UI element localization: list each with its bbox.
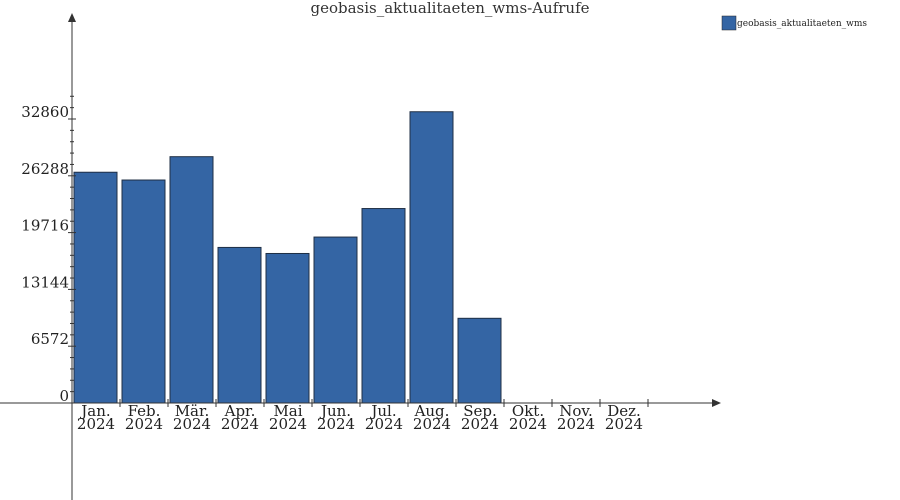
x-tick-label-year: 2024 [509, 415, 547, 433]
x-tick-label-year: 2024 [605, 415, 643, 433]
x-tick-label-year: 2024 [365, 415, 403, 433]
chart-title: geobasis_aktualitaeten_wms-Aufrufe [310, 0, 589, 17]
x-tick-label-month: Nov. [559, 402, 593, 420]
bar-apr [217, 246, 262, 404]
x-tick-label-year: 2024 [461, 415, 499, 433]
y-tick-label: 26288 [21, 160, 69, 178]
bars-group [73, 111, 502, 404]
x-tick-label-month: Jun. [319, 402, 351, 420]
y-tick-label: 19716 [21, 217, 69, 235]
x-tick-label-year: 2024 [173, 415, 211, 433]
bar-feb [121, 179, 166, 404]
bar-mär [169, 156, 214, 404]
x-tick-label-year: 2024 [413, 415, 451, 433]
y-tick-label: 6572 [31, 330, 69, 348]
x-ticks-group: Jan.2024Feb.2024Mär.2024Apr.2024Mai2024J… [71, 399, 649, 433]
x-tick-label-month: Mai [273, 402, 302, 420]
bar-aug [409, 111, 454, 404]
bar-sep [457, 317, 502, 404]
x-axis-arrow [712, 399, 721, 407]
x-tick-label-month: Jan. [79, 402, 110, 420]
x-tick-label-month: Sep. [463, 402, 497, 420]
x-tick-label-month: Okt. [512, 402, 544, 420]
legend: geobasis_aktualitaeten_wms [721, 15, 867, 31]
legend-label: geobasis_aktualitaeten_wms [737, 19, 867, 29]
x-tick-label-year: 2024 [77, 415, 115, 433]
y-tick-label: 32860 [21, 103, 69, 121]
x-tick-label-year: 2024 [269, 415, 307, 433]
bar-jun [313, 236, 358, 404]
bar-mai [265, 252, 310, 404]
x-tick-label-year: 2024 [125, 415, 163, 433]
x-tick-label-month: Feb. [128, 402, 161, 420]
x-tick-label-month: Apr. [224, 402, 256, 420]
x-tick-label-month: Dez. [607, 402, 641, 420]
x-tick-label-year: 2024 [557, 415, 595, 433]
bar-jul [361, 208, 406, 404]
x-tick-label-year: 2024 [221, 415, 259, 433]
x-tick-label-month: Jul. [369, 402, 396, 420]
y-tick-label: 13144 [21, 273, 69, 291]
x-tick-label-month: Mär. [175, 402, 210, 420]
y-ticks-group: 0 6572 13144 19716 26288 32860 [21, 95, 76, 405]
y-axis-arrow [68, 13, 76, 22]
legend-swatch [721, 15, 737, 31]
y-tick-label: 0 [59, 387, 69, 405]
x-tick-label-month: Aug. [414, 402, 450, 420]
x-tick-label-year: 2024 [317, 415, 355, 433]
bar-jan [73, 171, 118, 404]
